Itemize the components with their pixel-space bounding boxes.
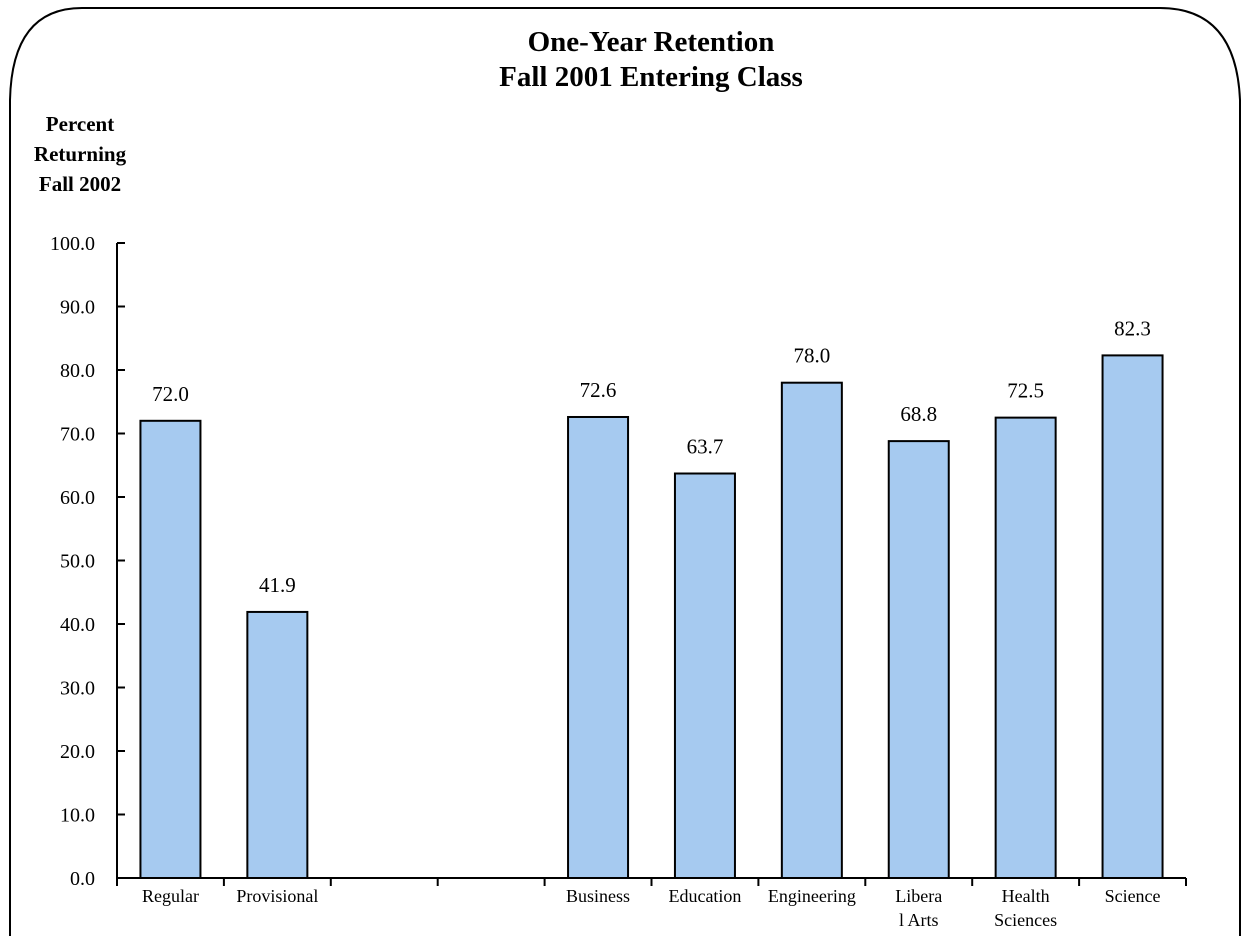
y-tick-label: 100.0 [50, 233, 95, 255]
category-label: l Arts [899, 910, 939, 930]
bar [1101, 354, 1164, 879]
y-tick-label: 10.0 [60, 805, 95, 827]
category-label: Health [1002, 886, 1050, 906]
y-tick-label: 90.0 [60, 297, 95, 319]
axes: 0.0 10.0 20.0 30.0 40.0 50.0 60.0 70.0 80.0 90.0 1… [50, 233, 1187, 890]
y-tick-label: 0.0 [70, 868, 95, 890]
y-axis-label-line: Returning [34, 142, 127, 166]
y-axis-label-line: Fall 2002 [39, 172, 121, 196]
data-label: 41.9 [259, 573, 296, 597]
bar [780, 381, 843, 879]
data-labels: 72.0 41.9 72.6 63.7 78.0 68.8 72.5 82.3 [152, 316, 1151, 597]
chart-frame [9, 7, 1241, 936]
bar [994, 416, 1057, 879]
y-tick-label: 80.0 [60, 360, 95, 382]
data-label: 72.6 [580, 378, 617, 402]
y-tick-label: 50.0 [60, 551, 95, 573]
y-tick-label: 20.0 [60, 741, 95, 763]
category-label: Regular [142, 886, 199, 906]
chart-title-line: Fall 2001 Entering Class [499, 61, 803, 93]
y-tick-label: 60.0 [60, 487, 95, 509]
category-label: Business [566, 886, 630, 906]
bar [673, 472, 736, 879]
data-label: 68.8 [900, 402, 937, 426]
y-tick-label: 30.0 [60, 678, 95, 700]
bar [246, 610, 309, 879]
y-tick-label: 70.0 [60, 424, 95, 446]
category-label: Education [668, 886, 741, 906]
category-label: Provisional [236, 886, 318, 906]
chart-title-line: One-Year Retention [528, 26, 775, 58]
bars [139, 354, 1164, 879]
y-axis-label: Percent Returning Fall 2002 [34, 112, 127, 196]
bar [887, 440, 950, 879]
category-label: Sciences [994, 910, 1057, 930]
category-label: Science [1105, 886, 1161, 906]
category-label: Libera [895, 886, 942, 906]
data-label: 72.0 [152, 382, 189, 406]
data-label: 72.5 [1007, 379, 1044, 403]
bar [139, 419, 202, 879]
y-tick-label: 40.0 [60, 614, 95, 636]
bar [567, 415, 630, 879]
category-labels: Regular Provisional Business Education Engin… [142, 886, 1161, 930]
data-label: 78.0 [793, 344, 830, 368]
data-label: 82.3 [1114, 316, 1151, 340]
data-label: 63.7 [687, 435, 724, 459]
y-axis-label-line: Percent [46, 112, 114, 136]
category-label: Engineering [768, 886, 856, 906]
